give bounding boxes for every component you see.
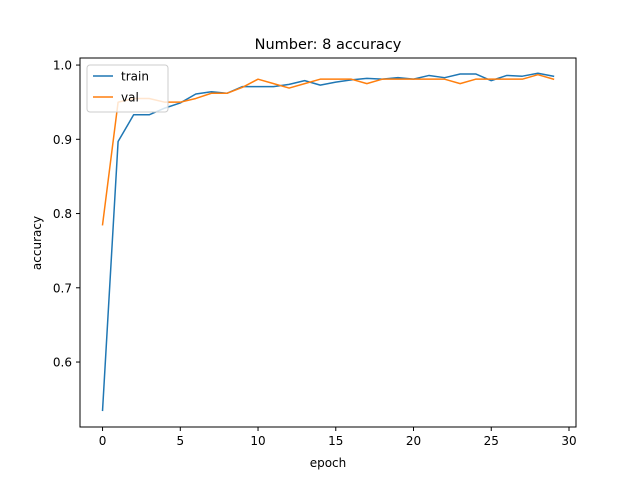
legend: train val [86, 64, 169, 113]
y-tick-label: 1.0 [53, 59, 72, 73]
y-tick-label: 0.7 [53, 281, 72, 295]
plot-lines [101, 72, 555, 412]
y-tick-label: 0.8 [53, 207, 72, 221]
legend-label-train: train [121, 70, 149, 84]
x-tick-label: 15 [328, 434, 343, 448]
chart-title: Number: 8 accuracy [255, 37, 402, 53]
x-axis-ticks: 0 5 10 15 20 25 30 [99, 427, 577, 448]
x-tick-label: 30 [561, 434, 576, 448]
legend-label-val: val [121, 91, 139, 105]
y-tick-label: 0.6 [53, 356, 72, 370]
x-axis-label: epoch [310, 456, 347, 470]
y-axis-ticks: 0.6 0.7 0.8 0.9 1.0 [53, 59, 80, 370]
series-line-train [101, 72, 555, 412]
y-tick-label: 0.9 [53, 133, 72, 147]
x-tick-label: 10 [250, 434, 265, 448]
series-line-val [101, 73, 555, 226]
x-tick-label: 0 [99, 434, 107, 448]
x-tick-label: 5 [176, 434, 184, 448]
x-tick-label: 25 [484, 434, 499, 448]
x-tick-label: 20 [406, 434, 421, 448]
y-axis-label: accuracy [30, 216, 44, 270]
plot-frame [79, 57, 577, 428]
